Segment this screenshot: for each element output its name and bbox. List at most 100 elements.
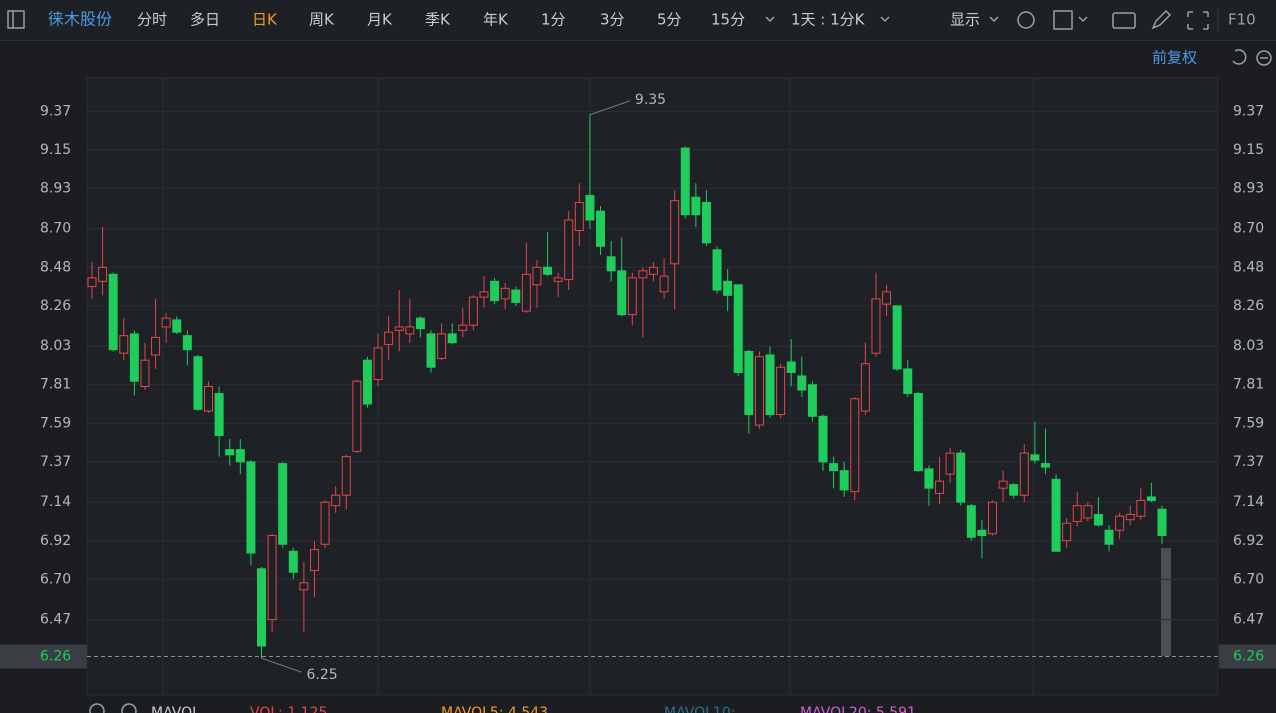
settings-icon[interactable]	[1017, 11, 1035, 29]
candle-body	[850, 398, 860, 493]
candle-body	[1146, 496, 1156, 501]
y-tick-label-right: 6.47	[1233, 612, 1264, 628]
candle-body	[574, 201, 584, 231]
indicator-eye-icon[interactable]	[121, 703, 137, 713]
tab[interactable]: 分时	[137, 11, 167, 29]
indicator-name: MAVOL	[151, 705, 200, 713]
candle-body	[553, 277, 563, 282]
tab[interactable]: 5分	[657, 11, 682, 29]
candle-body	[924, 468, 934, 489]
low-label: 6.25	[307, 667, 338, 683]
candle-body	[712, 249, 722, 291]
candle-body	[1062, 522, 1072, 542]
candle-body	[1019, 452, 1029, 496]
candle-body	[818, 415, 828, 463]
candle-body	[204, 386, 214, 412]
sidebar-icon[interactable]	[7, 10, 25, 29]
candle-body	[797, 375, 807, 391]
candle-body	[331, 494, 341, 507]
y-tick-label-right: 8.70	[1233, 221, 1264, 237]
y-tick-label: 6.26	[40, 648, 71, 664]
candle-body	[405, 326, 415, 335]
candle-body	[680, 147, 690, 216]
candle-body	[225, 449, 235, 456]
y-tick-label-right: 6.26	[1233, 648, 1264, 664]
candle-body	[479, 291, 489, 298]
stock-name[interactable]: 徕木股份	[48, 10, 112, 29]
candle-body	[701, 201, 711, 244]
y-tick-label: 7.59	[40, 415, 71, 431]
reset-icon[interactable]	[1232, 49, 1247, 65]
indicator-settings-icon[interactable]	[89, 703, 105, 713]
candle-body	[172, 319, 182, 333]
checkbox-icon[interactable]	[1053, 10, 1073, 30]
candle-body	[648, 266, 658, 275]
dropdown-arrow	[765, 16, 775, 23]
candle-body	[352, 380, 362, 452]
candle-body	[659, 275, 669, 293]
candle-body	[490, 280, 500, 302]
candle-body	[182, 335, 192, 351]
candle-body	[786, 361, 796, 373]
y-tick-label-right: 7.81	[1233, 377, 1264, 393]
pen-icon[interactable]	[1151, 9, 1172, 30]
y-tick-label-right: 7.37	[1233, 454, 1264, 470]
tab[interactable]: 周K	[309, 11, 335, 29]
candle-body	[1051, 478, 1061, 552]
y-tick-label-right: 8.03	[1233, 338, 1264, 354]
fullscreen-icon[interactable]	[1187, 11, 1209, 30]
f10-button[interactable]: F10	[1228, 11, 1256, 29]
high-leader	[589, 100, 631, 116]
candle-body	[871, 298, 881, 354]
indicator-value: MAVOL5: 4.543	[441, 705, 548, 713]
candle-body	[129, 333, 139, 382]
zoom-out-icon[interactable]	[1256, 50, 1272, 66]
candle-body	[257, 568, 267, 647]
camera-icon[interactable]	[1112, 12, 1136, 29]
tab[interactable]: 多日	[190, 11, 220, 29]
candle-body	[119, 335, 129, 354]
toolbar-bg	[0, 0, 1276, 40]
y-tick-label-right: 6.92	[1233, 533, 1264, 549]
candle-body	[320, 501, 330, 545]
tab[interactable]: 3分	[600, 11, 625, 29]
tab-group: 分时 多日 日K 周K 月K 季K 年K 1分 3分 5分 15分	[137, 11, 745, 29]
tab[interactable]: 月K	[367, 11, 393, 29]
candle-body	[829, 463, 839, 472]
candle-body	[521, 273, 531, 312]
candle-body	[161, 317, 171, 328]
candle-body	[1009, 484, 1019, 496]
display-menu[interactable]: 显示	[950, 11, 980, 29]
period-select[interactable]: 1天 : 1分K	[791, 11, 866, 29]
tab[interactable]: 日K	[252, 11, 278, 29]
candle-body	[998, 480, 1008, 489]
candle-body	[585, 194, 595, 221]
candle-body	[500, 287, 510, 300]
candle-body	[299, 582, 309, 591]
candle-body	[1136, 499, 1146, 517]
candle-body	[458, 324, 468, 331]
candle-body	[235, 449, 245, 463]
low-leader	[261, 657, 302, 673]
candle-body	[309, 549, 319, 572]
tab[interactable]: 1分	[541, 11, 566, 29]
y-tick-label-right: 8.26	[1233, 298, 1264, 314]
tab[interactable]: 15分	[711, 11, 745, 29]
candle-body	[596, 210, 606, 247]
candle-body	[564, 219, 574, 281]
y-tick-label: 8.26	[40, 298, 71, 314]
y-tick-label-right: 9.15	[1233, 142, 1264, 158]
y-tick-label-right: 9.37	[1233, 103, 1264, 119]
candle-body	[140, 359, 150, 388]
y-tick-label-right: 8.48	[1233, 259, 1264, 275]
candle-body	[151, 336, 161, 356]
candle-body	[87, 277, 97, 288]
adjust-mode[interactable]: 前复权	[1152, 49, 1197, 67]
candle-body	[108, 273, 118, 351]
candle-body	[977, 529, 987, 536]
tab[interactable]: 年K	[483, 11, 509, 29]
tab[interactable]: 季K	[425, 11, 451, 29]
candle-body	[754, 356, 764, 426]
candle-body	[384, 331, 394, 345]
candle-body	[733, 284, 743, 373]
